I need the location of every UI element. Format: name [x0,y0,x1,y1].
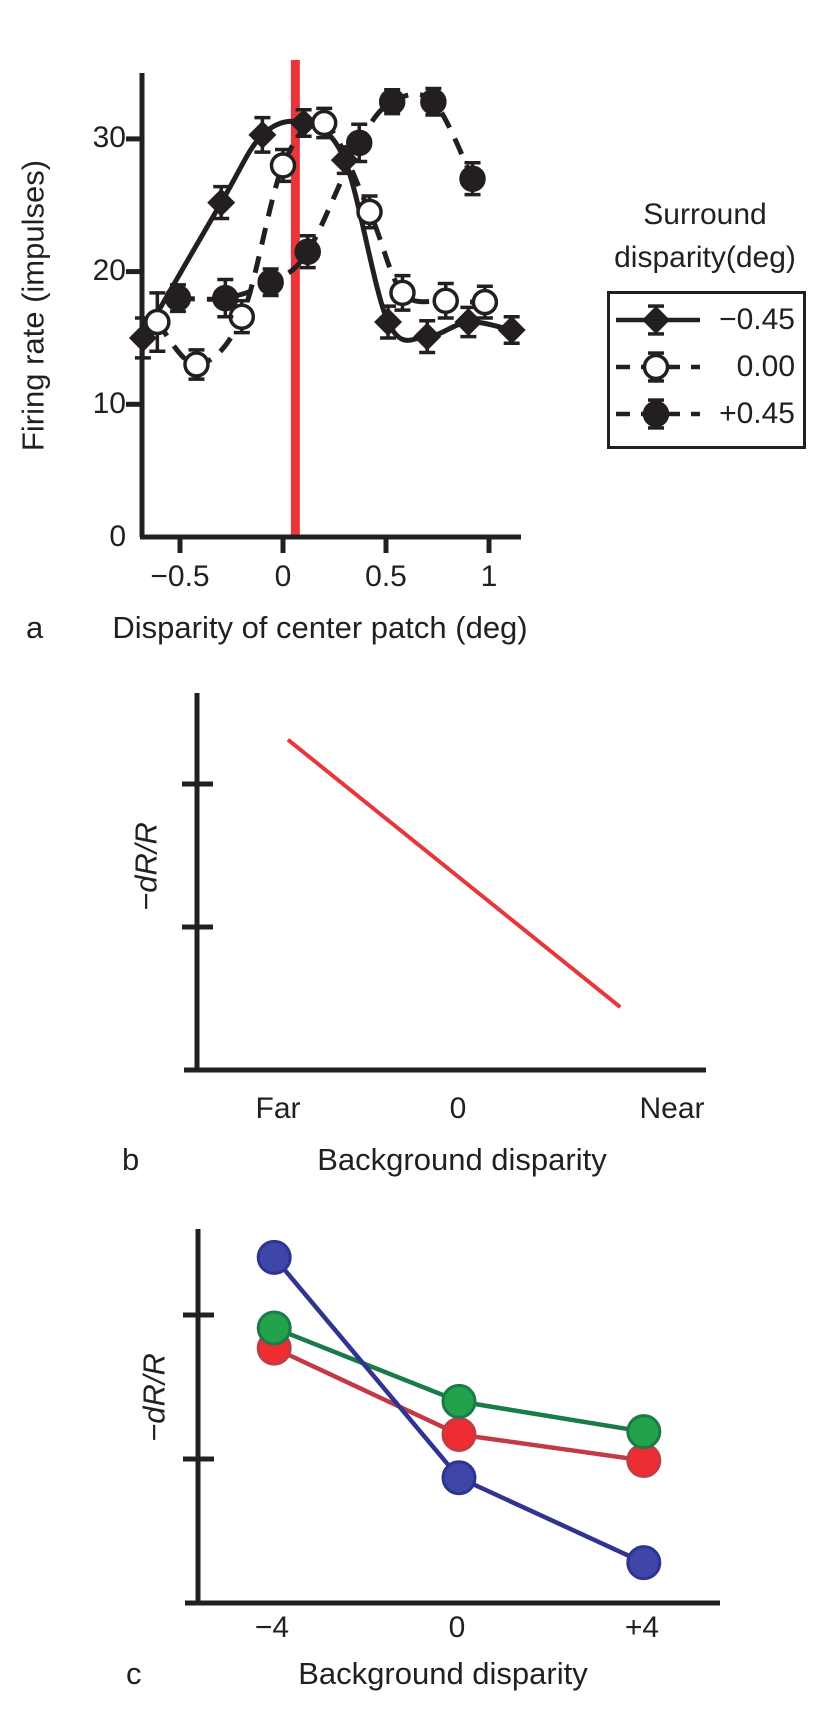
panel-a-x-axis-title: Disparity of center patch (deg) [112,610,528,645]
panel-c-series-blue-cell [256,1239,662,1581]
panel-c-x-tick-p4: +4 [624,1611,660,1644]
legend-entry-label-000: 0.00 [736,350,795,383]
panel-a-y-axis-title: Firing rate (impulses) [15,159,51,452]
panel-c-series-green-cell [256,1310,662,1450]
panel-a-y-tick-30: 30 [92,121,126,154]
panel-a-x-tick-1: 1 [480,560,498,593]
panel-b-red-line [286,738,622,1009]
panel-a-x-tick-neg05: −0.5 [150,560,210,593]
panel-a-plot [126,60,700,553]
panel-b-y-axis-title: −dR/R [128,822,164,911]
panel-b-x-axis-title: Background disparity [317,1142,607,1177]
legend-entry-label-m045: −0.45 [719,303,795,336]
panel-b-x-tick-near: Near [639,1092,705,1125]
panel-a-y-tick-20: 20 [92,254,126,287]
legend-title-line2: disparity(deg) [614,241,796,274]
legend-glyphs [616,304,700,430]
panel-a-y-tick-10: 10 [92,387,126,420]
panel-b-x-tick-0: 0 [449,1092,467,1125]
panel-b-x-tick-far: Far [255,1092,301,1125]
panel-a-series-filled-circle [164,86,486,319]
panel-c-y-axis-title: −dR/R [136,1353,172,1442]
panel-b-letter: b [122,1142,140,1177]
legend-entry-label-p045: +0.45 [719,397,795,430]
panel-a-x-tick-0: 0 [274,560,292,593]
panel-c-plot [183,1229,720,1606]
panel-a-x-tick-05: 0.5 [365,560,407,593]
panel-a-letter: a [26,610,44,645]
panel-c-x-tick-0: 0 [448,1611,466,1644]
panel-a-y-tick-0: 0 [109,520,126,553]
panel-a-series-filled-diamond [128,107,526,360]
panel-b-plot [182,693,706,1073]
legend-title-line1: Surround [643,198,767,231]
panel-a-series-open-circle [144,106,499,381]
panel-c-x-axis-title: Background disparity [298,1656,588,1691]
panel-c-x-tick-m4: −4 [254,1611,290,1644]
legend-box [607,291,806,449]
panel-c-letter: c [126,1656,142,1691]
